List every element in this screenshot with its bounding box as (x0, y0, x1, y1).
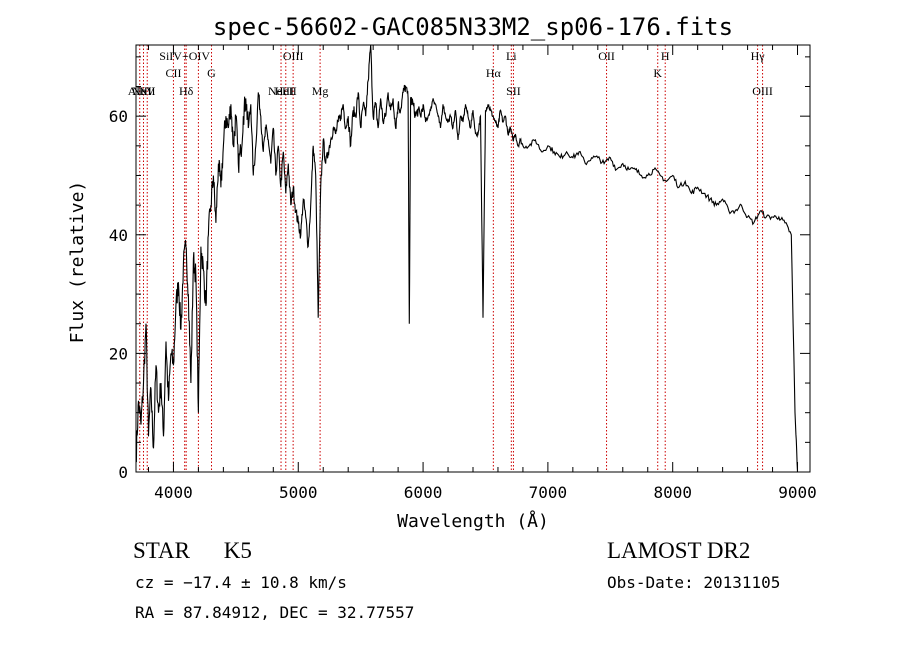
line-label-2: NII (139, 84, 156, 98)
x-tick-label-7000: 7000 (529, 483, 568, 502)
y-axis-label: Flux (relative) (67, 181, 88, 344)
line-label-0: AlIII (128, 84, 152, 98)
line-label-3: CII (165, 66, 181, 80)
x-tick-label-8000: 8000 (653, 483, 692, 502)
line-label-11: Mg (312, 84, 329, 98)
line-label-16: K (653, 66, 662, 80)
axis-tick-labels: 4000 5000 6000 7000 8000 9000 0 20 40 60 (109, 107, 817, 502)
observation-date: Obs-Date: 20131105 (607, 573, 781, 592)
axis-ticks (136, 45, 810, 473)
line-label-8: NeIII (268, 84, 294, 98)
plot-frame (135, 44, 811, 473)
line-label-4: SiIV+OIV (159, 49, 210, 63)
x-tick-label-5000: 5000 (279, 483, 318, 502)
line-label-15: OII (598, 49, 615, 63)
object-class: STAR K5 (133, 538, 252, 564)
y-tick-label-0: 0 (118, 463, 128, 482)
line-label-5: Hδ (179, 84, 194, 98)
x-tick-label-4000: 4000 (154, 483, 193, 502)
line-label-9: HeII (275, 84, 297, 98)
x-tick-label-9000: 9000 (778, 483, 817, 502)
line-label-13: Li (506, 49, 517, 63)
x-axis-label: Wavelength (Å) (397, 510, 549, 532)
line-label-17: H (661, 49, 670, 63)
y-tick-label-40: 40 (109, 226, 128, 245)
spectral-line-markers (139, 45, 764, 472)
chart-title: spec-56602-GAC085N33M2_sp06-176.fits (213, 13, 733, 41)
survey-name: LAMOST DR2 (607, 538, 751, 563)
spectrum-series-line (135, 44, 799, 473)
line-label-19: OIII (752, 84, 773, 98)
object-class-type: STAR (133, 538, 190, 563)
coordinates-readout: RA = 87.84912, DEC = 32.77557 (135, 603, 415, 622)
redshift-readout: cz = −17.4 ± 10.8 km/s (135, 573, 347, 592)
line-label-7: G (207, 66, 216, 80)
object-subclass: K5 (223, 538, 252, 563)
line-label-18: Hγ (751, 49, 766, 63)
line-label-12: Hα (486, 66, 502, 80)
y-tick-label-60: 60 (109, 107, 128, 126)
x-tick-label-6000: 6000 (404, 483, 443, 502)
line-label-1: NeV (132, 84, 155, 98)
line-label-10: OIII (283, 49, 304, 63)
y-tick-label-20: 20 (109, 344, 128, 363)
line-label-14: SII (506, 84, 521, 98)
